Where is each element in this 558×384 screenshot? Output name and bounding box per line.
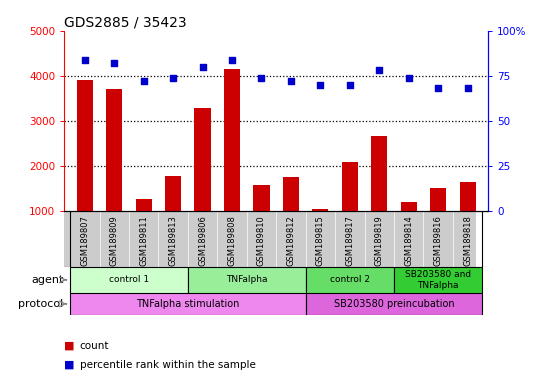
Text: GSM189810: GSM189810: [257, 215, 266, 266]
Point: [316, 82, 325, 88]
Bar: [195, 108, 211, 211]
Point: [198, 64, 207, 70]
Bar: [224, 69, 240, 211]
Text: ■: ■: [64, 360, 75, 370]
Bar: [312, 209, 329, 211]
Point: [463, 85, 472, 91]
Text: GSM189808: GSM189808: [228, 215, 237, 266]
Bar: [253, 185, 270, 211]
Text: GSM189817: GSM189817: [345, 215, 354, 266]
Bar: [394, 267, 482, 293]
Point: [80, 56, 89, 63]
Text: count: count: [80, 341, 109, 351]
Bar: [283, 177, 299, 211]
Bar: [136, 199, 152, 211]
Text: control 2: control 2: [330, 275, 370, 285]
Text: GSM189813: GSM189813: [169, 215, 177, 266]
Text: GSM189811: GSM189811: [139, 215, 148, 266]
Point: [257, 74, 266, 81]
Point: [375, 67, 384, 73]
Point: [434, 85, 442, 91]
Text: ■: ■: [64, 341, 75, 351]
Point: [169, 74, 177, 81]
Text: GSM189816: GSM189816: [434, 215, 442, 266]
Bar: [106, 89, 122, 211]
Text: SB203580 and
TNFalpha: SB203580 and TNFalpha: [405, 270, 472, 290]
Text: protocol: protocol: [18, 299, 64, 309]
Bar: [306, 293, 482, 315]
Text: GSM189819: GSM189819: [375, 215, 384, 266]
Bar: [306, 267, 394, 293]
Point: [345, 82, 354, 88]
Bar: [341, 162, 358, 211]
Bar: [371, 136, 387, 211]
Text: control 1: control 1: [109, 275, 149, 285]
Text: SB203580 preincubation: SB203580 preincubation: [334, 299, 454, 309]
Point: [110, 60, 119, 66]
Point: [228, 56, 237, 63]
Bar: [70, 293, 306, 315]
Bar: [70, 267, 188, 293]
Text: agent: agent: [31, 275, 64, 285]
Text: GSM189807: GSM189807: [80, 215, 89, 266]
Text: GSM189815: GSM189815: [316, 215, 325, 266]
Text: TNFalpha: TNFalpha: [226, 275, 267, 285]
Text: percentile rank within the sample: percentile rank within the sample: [80, 360, 256, 370]
Text: GSM189809: GSM189809: [110, 215, 119, 266]
Bar: [188, 267, 306, 293]
Point: [404, 74, 413, 81]
Bar: [165, 176, 181, 211]
Bar: [76, 80, 93, 211]
Text: GDS2885 / 35423: GDS2885 / 35423: [64, 16, 187, 30]
Text: GSM189814: GSM189814: [404, 215, 413, 266]
Text: GSM189812: GSM189812: [286, 215, 295, 266]
Point: [286, 78, 295, 84]
Point: [140, 78, 148, 84]
Text: GSM189806: GSM189806: [198, 215, 207, 266]
Bar: [401, 202, 417, 211]
Bar: [430, 188, 446, 211]
Text: TNFalpha stimulation: TNFalpha stimulation: [136, 299, 239, 309]
Text: GSM189818: GSM189818: [463, 215, 472, 266]
Bar: [460, 182, 476, 211]
